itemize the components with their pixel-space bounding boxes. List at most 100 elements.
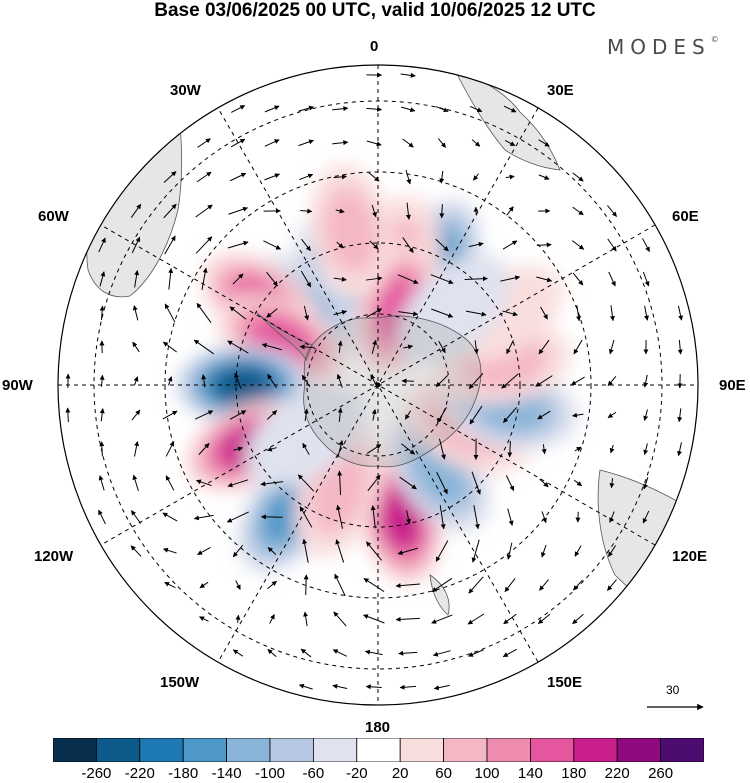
wind-vector-arrow <box>235 580 241 590</box>
wind-vector-arrow <box>438 438 446 460</box>
colorbar-tick-label: 140 <box>517 765 543 782</box>
colorbar-swatch <box>399 738 445 762</box>
wind-vector-arrow <box>303 305 310 321</box>
wind-vector-arrow <box>539 478 549 488</box>
wind-vector-arrow <box>266 446 277 452</box>
wind-vector-arrow <box>337 407 343 422</box>
wind-vector-arrow <box>438 341 446 354</box>
wind-vector-arrow <box>132 474 139 492</box>
wind-vector-arrow <box>99 408 105 422</box>
wind-vector-arrow <box>503 105 517 113</box>
wind-vector-arrow <box>264 173 280 181</box>
wind-vector-arrow <box>431 614 453 624</box>
wind-vector-arrow <box>402 138 414 148</box>
wind-vector-arrow <box>263 240 282 250</box>
wind-vector-arrow <box>505 174 515 180</box>
wind-vector-arrow <box>227 479 249 488</box>
wind-vector-arrow <box>267 648 277 658</box>
wind-vector-arrow <box>65 407 71 423</box>
africa-landmass <box>454 69 561 171</box>
lon-label-150w: 150W <box>160 674 200 691</box>
latitude-circle <box>235 242 521 528</box>
wind-vector-arrow <box>132 305 139 321</box>
wind-vector-arrow <box>473 340 479 355</box>
wind-vector-arrow <box>609 444 615 454</box>
wind-vector-arrow <box>677 339 683 355</box>
wind-vector-arrow <box>502 310 518 317</box>
wind-vector-arrow <box>162 341 177 353</box>
wind-vector-arrow <box>337 470 343 496</box>
wind-vector-arrow <box>99 441 105 457</box>
wind-vector-arrow <box>507 508 514 526</box>
colorbar-swatch <box>226 738 271 762</box>
brand-mark: © <box>710 35 719 45</box>
wind-vector-arrow <box>363 578 385 592</box>
wind-vector-arrow <box>335 208 345 214</box>
wind-vector-arrow <box>504 577 516 593</box>
wind-vector-arrow <box>677 442 682 457</box>
wind-vector-arrow <box>504 139 516 147</box>
wind-vector-arrow <box>574 446 582 452</box>
wind-vector-arrow <box>468 241 484 248</box>
wind-vector-arrow <box>506 340 514 355</box>
wind-vector-arrow <box>397 547 419 556</box>
wind-vector-arrow <box>201 267 208 290</box>
wind-vector-arrow <box>400 72 416 78</box>
wind-vector-arrow <box>197 546 211 556</box>
wind-vector-arrow <box>503 407 517 423</box>
wind-vector-arrow <box>227 240 249 249</box>
wind-vector-arrow <box>572 272 584 286</box>
wind-vector-arrow <box>365 684 382 690</box>
wind-vector-arrow <box>300 648 312 658</box>
wind-vector-arrow <box>130 510 142 524</box>
wind-vector-arrow <box>538 339 550 355</box>
wind-vector-arrow <box>643 477 649 490</box>
wind-vector-arrow <box>607 205 617 217</box>
wind-vector-arrow <box>398 311 419 317</box>
wind-vector-arrow <box>402 237 414 253</box>
wind-vector-arrow <box>234 372 242 389</box>
wind-vector-arrow <box>538 174 550 180</box>
lon-label-90e: 90E <box>719 377 746 394</box>
wind-vector-arrow <box>439 170 445 184</box>
wind-vector-arrow <box>540 306 548 320</box>
modes-logo: MODES© <box>607 35 719 59</box>
wind-vector-arrow <box>300 208 313 214</box>
wind-vector-arrow <box>609 478 615 489</box>
wind-vector-arrow <box>404 410 412 420</box>
wind-vector-arrow <box>570 376 585 386</box>
wind-vector-arrow <box>430 274 454 285</box>
wind-vector-arrow <box>199 616 209 622</box>
colorbar-swatch <box>573 738 618 762</box>
wind-vector-arrow <box>366 541 382 561</box>
wind-vector-arrow <box>433 684 450 691</box>
wind-vector-arrow <box>405 169 412 185</box>
anomaly-contour <box>397 253 510 366</box>
brand-name: MODES <box>607 35 711 59</box>
wind-vector-arrow <box>229 306 247 320</box>
wind-vector-arrow <box>369 240 379 250</box>
wind-vector-arrow <box>164 581 176 589</box>
wind-vector-arrow <box>574 479 583 487</box>
wind-vector-arrow <box>332 106 349 112</box>
wind-vector-arrow <box>133 376 139 386</box>
wind-vector-arrow <box>163 203 177 219</box>
wind-vector-arrow <box>363 614 385 624</box>
wind-vector-arrow <box>196 171 212 183</box>
lon-label-30e: 30E <box>547 82 574 99</box>
wind-vector-arrow <box>162 410 178 420</box>
wind-vector-arrow <box>133 440 140 457</box>
wind-vector-arrow <box>367 474 381 492</box>
wind-vector-arrow <box>193 514 214 521</box>
wind-vector-arrow <box>193 339 215 355</box>
wind-vector-arrow <box>333 611 347 627</box>
wind-vector-arrow <box>398 650 418 656</box>
wind-vector-arrow <box>539 579 549 591</box>
wind-vector-arrow <box>269 613 275 624</box>
wind-vector-arrow <box>98 237 106 253</box>
wind-vector-arrow <box>229 172 247 182</box>
wind-vector-arrow <box>608 545 616 557</box>
wind-vector-arrow <box>465 310 487 317</box>
wind-vector-arrow <box>642 271 650 287</box>
wind-vector-arrow <box>501 373 519 389</box>
